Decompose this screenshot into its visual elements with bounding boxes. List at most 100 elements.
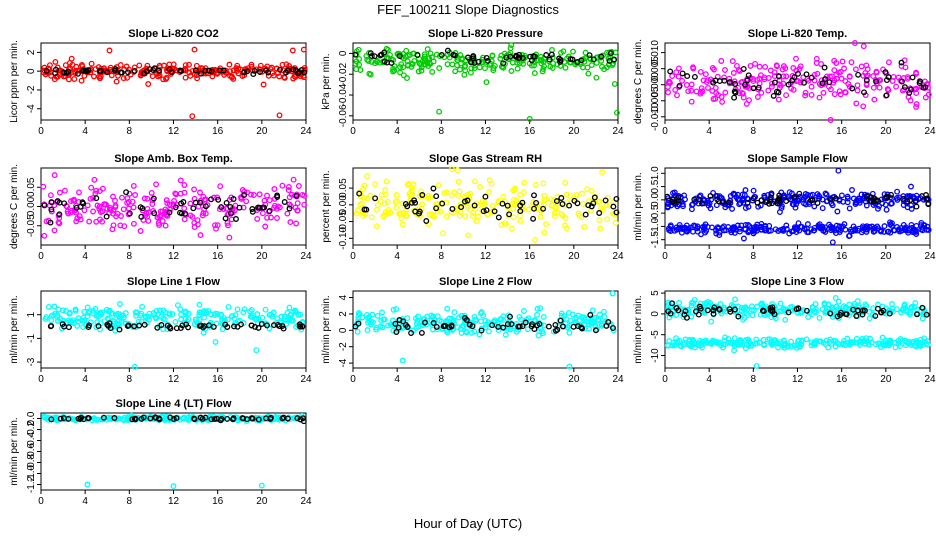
data-point [296, 321, 303, 328]
data-point [921, 221, 928, 228]
data-point [138, 318, 145, 325]
data-point [502, 331, 509, 338]
data-point [197, 189, 203, 196]
data-point [211, 416, 218, 423]
chart-panel-4: Slope Amb. Box Temp. 0 4 8 12 16 20 24 -0.050.00… [9, 153, 312, 262]
data-point [812, 300, 819, 307]
data-point [486, 177, 493, 184]
data-point [699, 200, 705, 207]
data-point [177, 325, 184, 332]
data-point [906, 89, 913, 96]
data-point [430, 185, 437, 192]
data-point [808, 91, 815, 98]
data-point [415, 68, 422, 75]
data-point [274, 215, 280, 221]
data-point [284, 210, 291, 217]
outlier-point [436, 108, 443, 115]
data-point [208, 311, 215, 318]
data-point [408, 199, 415, 206]
y-tick-label: -0.8 [26, 453, 37, 471]
data-point [683, 314, 690, 321]
data-point [852, 66, 859, 73]
data-point [508, 225, 515, 232]
data-point [667, 68, 674, 75]
data-point [160, 76, 167, 83]
data-point [416, 60, 423, 67]
data-point [266, 208, 273, 214]
data-point [189, 213, 196, 220]
y-tick-label: 2 [26, 49, 37, 55]
data-point [229, 74, 235, 81]
data-point [360, 194, 367, 201]
data-point [211, 312, 218, 318]
data-point [56, 220, 63, 227]
data-point [360, 186, 367, 192]
data-point [861, 340, 868, 347]
data-point [254, 311, 261, 318]
data-point [247, 313, 254, 320]
x-tick-label: 16 [212, 251, 224, 262]
data-point [721, 74, 728, 81]
data-point [566, 202, 573, 209]
data-point [920, 84, 927, 91]
data-point [444, 329, 451, 336]
data-point [808, 83, 815, 90]
data-point [846, 205, 853, 212]
data-point [490, 67, 497, 74]
data-point [117, 62, 124, 68]
data-point [733, 62, 740, 69]
data-point [820, 89, 827, 96]
data-point [441, 190, 448, 197]
data-point [125, 322, 132, 329]
data-point [137, 204, 144, 211]
data-point [285, 187, 292, 194]
data-point [234, 323, 241, 330]
data-point [290, 66, 297, 73]
data-point [859, 307, 866, 314]
data-point [255, 204, 262, 211]
data-point [742, 81, 748, 88]
x-tick-label: 20 [256, 126, 268, 137]
data-point [130, 182, 137, 189]
data-point [669, 73, 676, 79]
data-point [862, 301, 869, 308]
x-tick-label: 16 [212, 374, 224, 385]
data-point [218, 204, 225, 211]
y-tick-label: -10 [650, 348, 661, 363]
data-point [430, 320, 437, 326]
data-point [284, 415, 291, 422]
data-point [124, 74, 131, 81]
data-point [436, 65, 443, 72]
data-point [104, 315, 111, 322]
data-point [676, 299, 683, 306]
data-point [472, 62, 479, 69]
data-point [590, 56, 597, 63]
data-point [458, 204, 465, 211]
data-point [851, 301, 858, 307]
data-point [669, 311, 675, 318]
y-tick-label: -2 [338, 342, 349, 351]
outlier-point [835, 167, 842, 174]
data-point [455, 178, 462, 185]
data-point [194, 415, 201, 422]
data-point [877, 344, 884, 350]
chart-panel-10: Slope Line 4 (LT) Flow 0 4 8 12 16 20 24 -1.2-1.… [9, 398, 312, 507]
data-point [173, 415, 180, 422]
data-point [183, 321, 190, 328]
data-point [720, 223, 727, 230]
y-axis-label: Licor ppm per min. [9, 40, 20, 123]
data-point [51, 227, 58, 234]
data-point [490, 65, 497, 71]
data-point [881, 228, 887, 235]
outlier-point [827, 117, 834, 123]
outlier-point [753, 362, 760, 369]
data-point [762, 223, 769, 229]
data-point [917, 340, 924, 347]
data-point [811, 77, 818, 84]
data-point [265, 69, 272, 76]
x-tick-label: 0 [38, 496, 44, 507]
data-point [283, 61, 290, 68]
y-tick-label: 0.05 [338, 178, 349, 198]
data-point [908, 342, 914, 348]
data-point [838, 75, 845, 82]
